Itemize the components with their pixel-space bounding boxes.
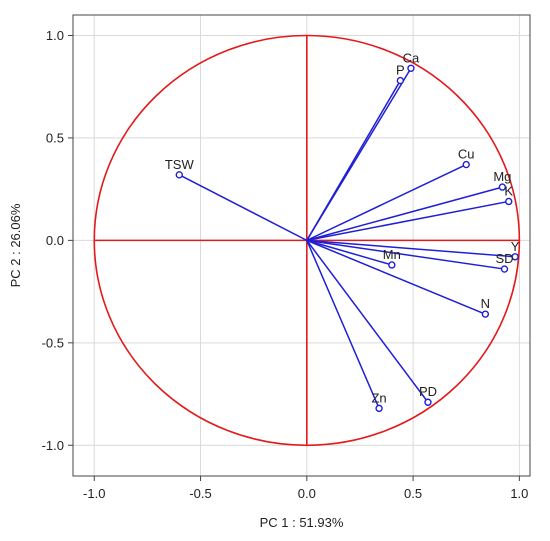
point-labels: CaP Cu MgK TSW YSD Mn N PD Zn <box>165 50 520 405</box>
plot-frame <box>72 14 531 477</box>
y-tick-label: 1.0 <box>46 28 64 43</box>
point-label: N <box>481 296 490 311</box>
loading-point <box>407 64 415 72</box>
x-tick-label: 0.0 <box>298 486 316 501</box>
point-label: SD <box>495 251 513 266</box>
loading-point <box>481 310 490 318</box>
loading-vector <box>306 240 380 409</box>
point-label: Ca <box>403 50 420 65</box>
point-label: Mn <box>383 247 401 262</box>
loading-vector <box>306 186 503 242</box>
loading-point <box>388 261 396 269</box>
y-axis-title: PC 2 : 26.06% <box>8 203 23 287</box>
loading-point <box>424 398 432 406</box>
loading-point <box>375 404 383 413</box>
loading-point <box>462 160 470 169</box>
loading-point <box>498 183 507 191</box>
loading-vectors <box>175 64 519 413</box>
x-tick-label: 0.5 <box>404 486 422 501</box>
point-label: Cu <box>458 147 475 162</box>
loading-point <box>511 253 519 261</box>
loading-vector <box>306 80 401 241</box>
point-label: K <box>504 183 513 198</box>
loading-vector <box>178 174 308 242</box>
y-tick-label: 0.0 <box>46 233 64 248</box>
loading-point <box>396 76 405 85</box>
loading-vector <box>306 239 505 270</box>
x-axis-title: PC 1 : 51.93% <box>260 515 344 530</box>
y-tick-label: 0.5 <box>46 130 64 145</box>
axis-ticks: -1.0 -0.5 0.0 0.5 1.0 1.0 0.5 0.0 -0.5 -1.0 <box>42 28 529 501</box>
x-tick-label: 1.0 <box>510 486 528 501</box>
point-label: TSW <box>165 157 195 172</box>
point-label: Mg <box>493 169 511 184</box>
point-label: Y <box>511 239 520 254</box>
y-tick-label: -1.0 <box>42 438 64 453</box>
loading-vector <box>306 200 509 242</box>
x-tick-label: -0.5 <box>189 486 211 501</box>
x-tick-label: -1.0 <box>83 486 105 501</box>
y-tick-label: -0.5 <box>42 335 64 350</box>
loading-point <box>500 265 509 273</box>
point-label: PD <box>419 384 437 399</box>
loading-point <box>175 171 183 179</box>
loading-vector <box>306 239 486 315</box>
loading-vector <box>306 239 393 266</box>
point-label: P <box>396 63 405 78</box>
loading-vector <box>306 239 516 258</box>
loading-vector <box>306 163 467 242</box>
loading-point <box>505 197 513 206</box>
loading-vector <box>306 239 429 403</box>
point-label: Zn <box>371 390 386 405</box>
